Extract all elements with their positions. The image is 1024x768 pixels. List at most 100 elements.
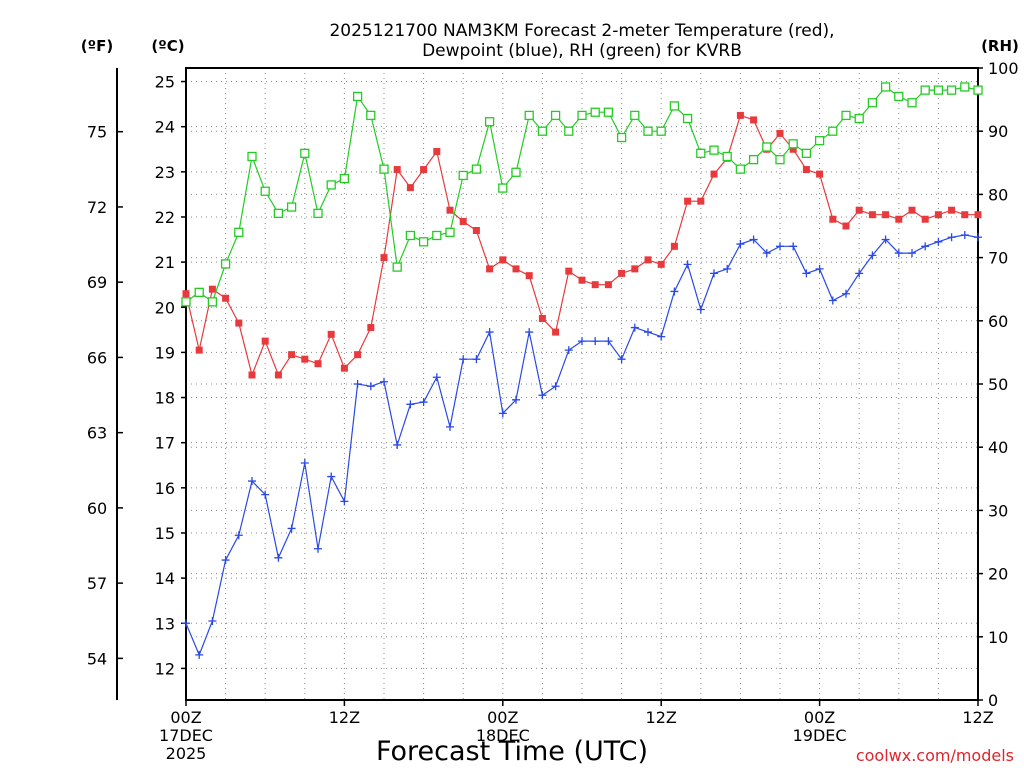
temperature-point bbox=[235, 319, 243, 327]
dewpoint-point bbox=[776, 242, 784, 251]
temperature-point bbox=[182, 290, 190, 298]
fahrenheit-tick-label: 57 bbox=[87, 574, 107, 593]
dewpoint-point bbox=[894, 249, 903, 258]
rh-tick-label: 70 bbox=[988, 249, 1008, 268]
temperature-point bbox=[538, 315, 546, 323]
time-tick-date: 18DEC bbox=[476, 726, 530, 745]
temperature-point bbox=[354, 351, 362, 359]
temperature-point bbox=[380, 254, 388, 262]
dewpoint-point bbox=[393, 440, 402, 449]
dewpoint-point bbox=[842, 289, 850, 298]
temperature-point bbox=[301, 355, 309, 363]
dewpoint-point bbox=[340, 497, 349, 506]
rh-point bbox=[181, 297, 191, 307]
dewpoint-point bbox=[644, 328, 652, 337]
rh-point bbox=[960, 82, 970, 92]
rh-point bbox=[748, 154, 759, 165]
temperature-point bbox=[802, 166, 810, 174]
rh-point bbox=[300, 148, 310, 158]
dewpoint-point bbox=[947, 233, 956, 242]
dewpoint-series bbox=[182, 231, 982, 659]
dewpoint-point bbox=[604, 337, 613, 346]
chart-title-line-2: Dewpoint (blue), RH (green) for KVRB bbox=[422, 41, 742, 61]
dewpoint-point bbox=[248, 477, 256, 486]
dewpoint-point bbox=[881, 235, 890, 244]
fahrenheit-axis: 54 57 60 63 66 69 72 75 bbox=[87, 123, 123, 668]
rh-point bbox=[907, 98, 917, 108]
rh-point bbox=[366, 110, 376, 121]
temperature-point bbox=[420, 166, 428, 174]
dewpoint-point bbox=[380, 377, 388, 386]
rh-point bbox=[234, 227, 244, 237]
rh-tick-label: 30 bbox=[988, 501, 1008, 520]
dewpoint-point bbox=[432, 373, 441, 382]
temperature-point bbox=[684, 197, 692, 205]
time-tick-year: 2025 bbox=[166, 744, 207, 763]
temperature-point bbox=[340, 364, 348, 372]
celsius-tick-label: 23 bbox=[155, 163, 175, 182]
celsius-tick-label: 22 bbox=[155, 208, 175, 227]
rh-point bbox=[445, 227, 455, 237]
celsius-tick-label: 12 bbox=[155, 659, 175, 678]
rh-point bbox=[973, 85, 983, 95]
dewpoint-point bbox=[908, 249, 916, 258]
temperature-point bbox=[195, 346, 203, 354]
rh-point bbox=[854, 113, 864, 124]
rh-point bbox=[313, 208, 323, 219]
rh-point bbox=[352, 91, 363, 102]
rh-point bbox=[392, 262, 402, 272]
dewpoint-point bbox=[182, 619, 190, 628]
credit-text: coolwx.com/models bbox=[856, 746, 1014, 765]
dewpoint-point bbox=[406, 400, 415, 409]
rh-point bbox=[247, 151, 257, 162]
rh-point bbox=[920, 85, 930, 95]
temperature-point bbox=[776, 129, 784, 137]
dewpoint-point bbox=[512, 395, 520, 404]
dewpoint-point bbox=[855, 269, 864, 278]
rh-unit-label: (RH) bbox=[981, 37, 1019, 55]
dewpoint-point bbox=[208, 617, 217, 625]
dewpoint-point bbox=[498, 409, 507, 418]
rh-tick-label: 100 bbox=[988, 59, 1019, 78]
gridlines bbox=[186, 67, 978, 701]
dewpoint-point bbox=[327, 472, 336, 481]
rh-point bbox=[894, 91, 904, 102]
celsius-tick-label: 24 bbox=[155, 118, 175, 137]
rh-point bbox=[432, 230, 442, 241]
dewpoint-point bbox=[472, 355, 481, 364]
temperature-point bbox=[855, 206, 863, 214]
rh-point bbox=[194, 287, 204, 298]
rh-point bbox=[379, 164, 389, 174]
temperature-point bbox=[274, 371, 282, 379]
rh-point bbox=[722, 151, 732, 162]
dewpoint-point bbox=[670, 287, 679, 296]
dewpoint-point bbox=[921, 242, 930, 251]
series-line bbox=[185, 234, 979, 657]
temperature-point bbox=[736, 111, 744, 119]
dewpoint-point bbox=[960, 231, 969, 240]
rh-point bbox=[643, 126, 653, 136]
fahrenheit-unit-label: (ºF) bbox=[81, 37, 113, 55]
rh-point bbox=[696, 148, 706, 158]
rh-point bbox=[484, 117, 495, 127]
rh-tick-label: 20 bbox=[988, 565, 1008, 584]
rh-series bbox=[181, 82, 983, 307]
rh-tick-label: 50 bbox=[988, 375, 1008, 394]
time-tick-date: 19DEC bbox=[793, 726, 847, 745]
rh-point bbox=[405, 230, 416, 241]
dewpoint-point bbox=[446, 422, 454, 431]
rh-point bbox=[709, 145, 719, 155]
dewpoint-point bbox=[630, 323, 639, 332]
temperature-point bbox=[948, 206, 956, 214]
temperature-point bbox=[565, 267, 573, 275]
temperature-point bbox=[644, 256, 652, 264]
time-tick-date: 17DEC bbox=[159, 726, 213, 745]
rh-point bbox=[867, 98, 878, 108]
time-tick-label: 12Z bbox=[962, 708, 993, 727]
rh-point bbox=[339, 173, 350, 184]
dewpoint-point bbox=[710, 269, 718, 278]
celsius-tick-label: 15 bbox=[155, 524, 175, 543]
temperature-point bbox=[882, 211, 890, 219]
temperature-point bbox=[631, 265, 639, 273]
